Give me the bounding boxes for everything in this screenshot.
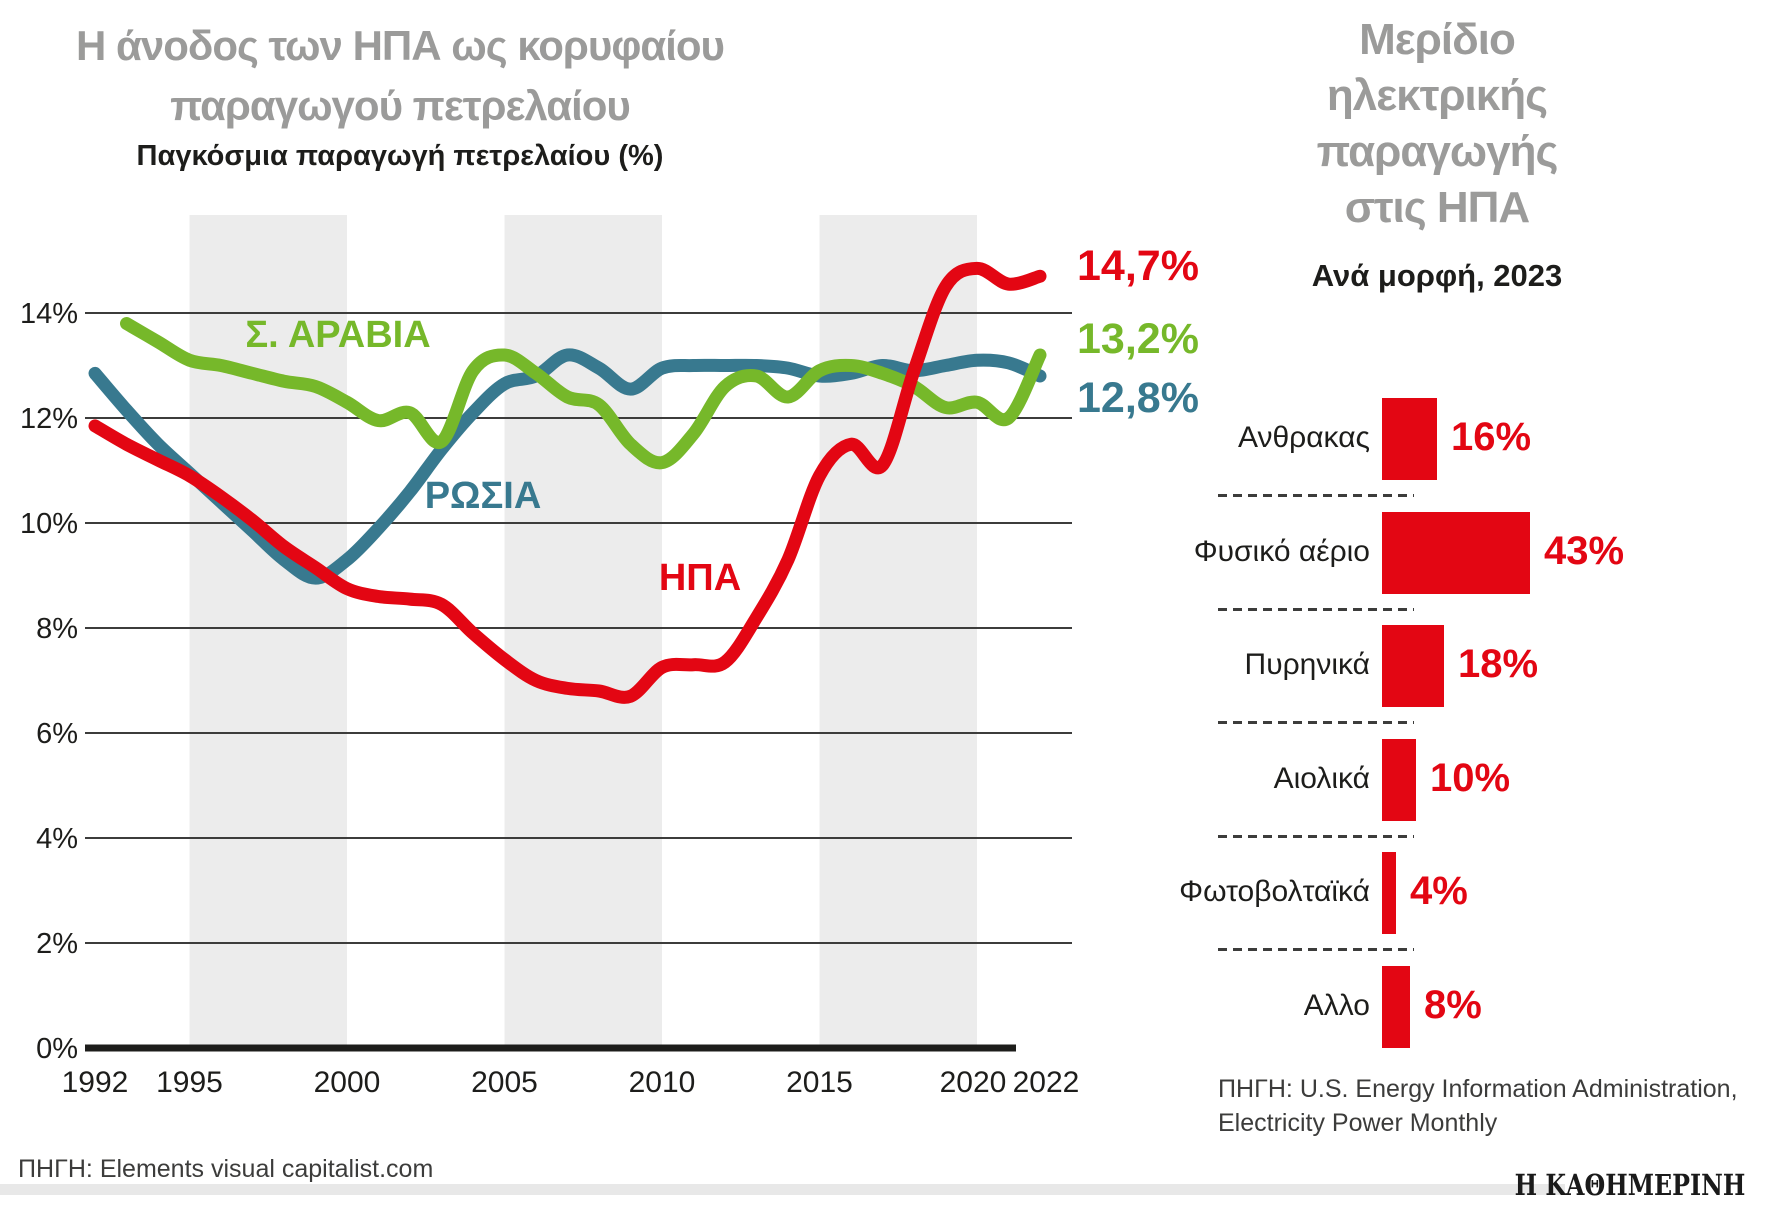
y-axis-label: 2% [36, 928, 78, 960]
separator-1 [1218, 494, 1414, 497]
bar-solar [1382, 852, 1396, 935]
bar-value-nuclear: 18% [1458, 642, 1539, 687]
bar-coal [1382, 398, 1437, 480]
separator-3 [1218, 721, 1414, 725]
series-end-value-0: 13,2% [1077, 315, 1199, 363]
y-axis-label: 14% [20, 298, 78, 330]
bar-nuclear [1382, 625, 1444, 708]
bar-label-other: Αλλο [1303, 989, 1370, 1022]
x-axis-label: 2000 [314, 1066, 381, 1099]
series-label-1: ΡΩΣΙΑ [425, 475, 542, 517]
right-chart-source: ΠΗΓΗ: U.S. Energy Information Administra… [1218, 1072, 1738, 1140]
x-axis-label: 1995 [156, 1066, 223, 1099]
series-end-value-1: 12,8% [1077, 374, 1199, 422]
series-end-value-2: 14,7% [1077, 242, 1199, 290]
left-chart-source: ΠΗΓΗ: Elements visual capitalist.com [18, 1155, 434, 1183]
bar-label-solar: Φωτοβολταϊκά [1179, 875, 1370, 909]
x-axis-label: 1992 [62, 1066, 129, 1099]
left-chart-title-line1: Η άνοδος των ΗΠΑ ως κορυφαίου [76, 22, 725, 69]
series-line-0 [120, 317, 1047, 470]
right-chart-title-line3: παραγωγής [1316, 127, 1559, 176]
x-axis-label: 2010 [629, 1066, 696, 1099]
bar-value-gas: 43% [1544, 528, 1625, 573]
y-axis-label: 0% [36, 1033, 78, 1065]
bar-label-coal: Ανθρακας [1238, 421, 1370, 454]
year-band [189, 215, 347, 1048]
right-chart-title: Μερίδιο ηλεκτρικής παραγωγής στις ΗΠΑ [1106, 12, 1768, 236]
bar-gas [1382, 511, 1530, 594]
right-chart-title-line2: ηλεκτρικής [1326, 71, 1548, 120]
bar-value-solar: 4% [1410, 869, 1468, 914]
bar-value-other: 8% [1424, 983, 1482, 1027]
right-chart-title-line1: Μερίδιο [1359, 15, 1516, 64]
year-band [504, 215, 662, 1048]
left-chart-title: Η άνοδος των ΗΠΑ ως κορυφαίου παραγωγού … [0, 16, 800, 136]
y-axis-label: 12% [20, 403, 78, 435]
bar-label-gas: Φυσικό αέριο [1193, 534, 1370, 568]
year-band [819, 215, 977, 1048]
x-axis-label: 2022 [1013, 1066, 1080, 1099]
y-axis-label: 10% [20, 508, 78, 540]
kathimerini-logo: Η ΚΑΘΗΜΕΡΙΝΗ [1514, 1168, 1745, 1202]
y-axis-label: 8% [36, 613, 78, 645]
left-chart-title-line2: παραγωγού πετρελαίου [170, 82, 631, 129]
bar-label-wind: Αιολικά [1273, 761, 1370, 795]
series-line-2 [88, 261, 1047, 704]
y-axis-label: 4% [36, 823, 78, 855]
series-label-2: ΗΠΑ [659, 557, 741, 599]
series-line-1 [88, 348, 1047, 585]
right-chart-source-line2: Electricity Power Monthly [1218, 1109, 1498, 1137]
bar-value-coal: 16% [1451, 415, 1532, 459]
left-chart-subtitle: Παγκόσμια παραγωγή πετρελαίου (%) [136, 140, 664, 172]
oil-production-line-chart: 0% 2% 4% 6% 8% 10% 12% 14% 1992 1995 2000 2005 2010 2… [20, 215, 1199, 1099]
series-label-0: Σ. ΑΡΑΒΙΑ [245, 314, 430, 356]
x-axis-label: 2015 [786, 1066, 853, 1099]
right-chart-subtitle: Ανά μορφή, 2023 [1311, 258, 1563, 293]
separator-5 [1218, 948, 1414, 952]
bar-label-nuclear: Πυρηνικά [1244, 648, 1370, 682]
separator-4 [1218, 834, 1414, 838]
x-axis-label: 2020 [940, 1066, 1007, 1099]
footer-divider-bar [0, 1184, 1565, 1195]
right-chart-source-line1: ΠΗΓΗ: U.S. Energy Information Administra… [1218, 1075, 1738, 1103]
x-axis-label: 2005 [471, 1066, 538, 1099]
bar-other [1382, 966, 1410, 1048]
bar-value-wind: 10% [1430, 755, 1511, 800]
bar-wind [1382, 738, 1416, 821]
right-chart-title-line4: στις ΗΠΑ [1344, 183, 1530, 232]
y-axis-label: 6% [36, 718, 78, 750]
separator-2 [1218, 607, 1414, 611]
